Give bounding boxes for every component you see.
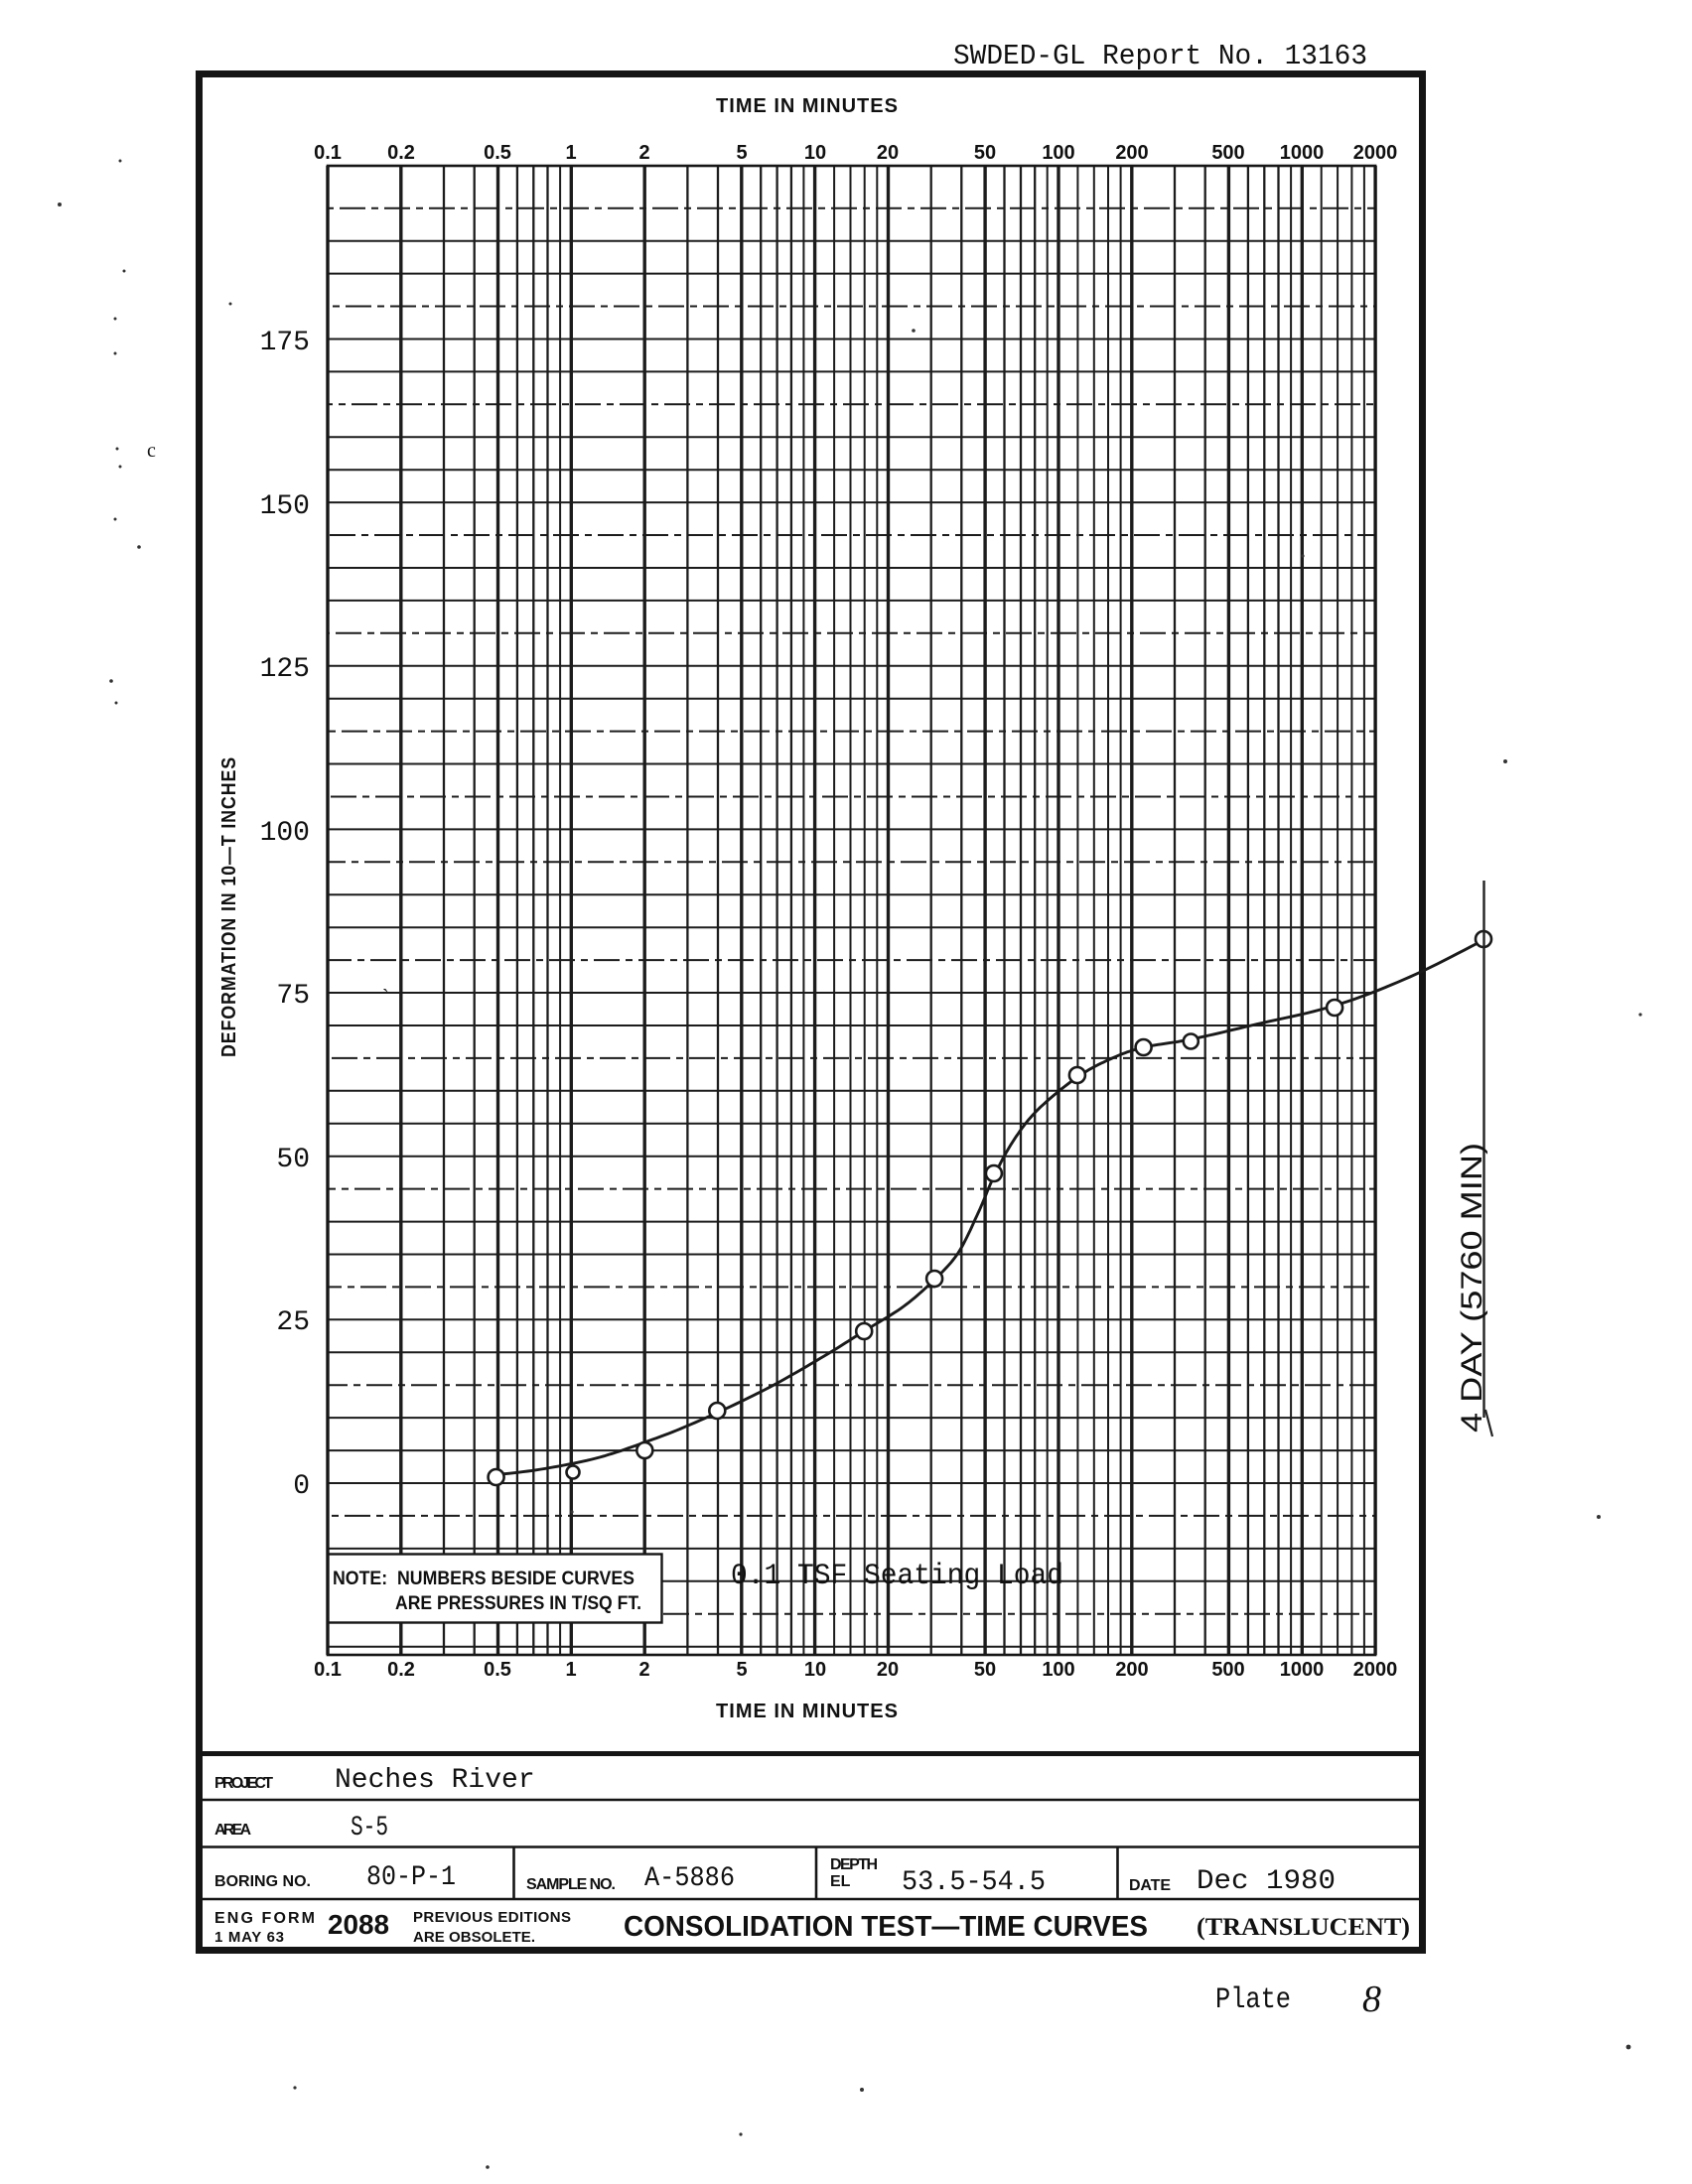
svg-text:Plate: Plate [1215, 1983, 1291, 2017]
svg-text:5: 5 [736, 1659, 747, 1681]
svg-text:DEFORMATION IN 10—T INCHES: DEFORMATION IN 10—T INCHES [218, 756, 240, 1057]
svg-text:2000: 2000 [1353, 142, 1398, 164]
svg-text:EL: EL [830, 1873, 851, 1890]
svg-text:0: 0 [293, 1471, 310, 1502]
svg-text:200: 200 [1115, 1659, 1148, 1681]
svg-text:1000: 1000 [1280, 142, 1325, 164]
svg-text:S-5: S-5 [351, 1813, 388, 1843]
svg-text:175: 175 [260, 328, 310, 358]
svg-text:1: 1 [565, 142, 576, 164]
svg-text:SWDED-GL Report No. 13163: SWDED-GL Report No. 13163 [953, 40, 1367, 72]
svg-text:0.2: 0.2 [387, 1659, 415, 1681]
svg-text:TIME IN MINUTES: TIME IN MINUTES [716, 95, 899, 117]
svg-text:5: 5 [736, 142, 747, 164]
svg-text:ARE OBSOLETE.: ARE OBSOLETE. [413, 1929, 535, 1946]
svg-text:Dec 1980: Dec 1980 [1197, 1866, 1336, 1897]
svg-text:ARE PRESSURES IN T/SQ FT.: ARE PRESSURES IN T/SQ FT. [395, 1593, 641, 1614]
svg-text:50: 50 [276, 1145, 310, 1175]
svg-text:10: 10 [804, 1659, 826, 1681]
svg-text:(TRANSLUCENT): (TRANSLUCENT) [1197, 1914, 1410, 1941]
svg-text:2000: 2000 [1353, 1659, 1398, 1681]
svg-text:1: 1 [565, 1659, 576, 1681]
svg-text:53.5-54.5: 53.5-54.5 [902, 1867, 1046, 1898]
svg-text:500: 500 [1211, 1659, 1244, 1681]
svg-text:NOTE: NUMBERS BESIDE CURVES: NOTE: NUMBERS BESIDE CURVES [333, 1569, 634, 1589]
svg-text:20: 20 [877, 1659, 899, 1681]
svg-text:100: 100 [260, 818, 310, 849]
svg-text:125: 125 [260, 654, 310, 685]
svg-text:DATE: DATE [1129, 1877, 1171, 1894]
svg-text:`: ` [382, 986, 389, 1008]
svg-text:50: 50 [974, 142, 996, 164]
svg-text:PROJECT: PROJECT [214, 1775, 273, 1792]
svg-text:BORING NO.: BORING NO. [214, 1873, 311, 1890]
svg-text:80-P-1: 80-P-1 [366, 1862, 456, 1893]
svg-text:100: 100 [1042, 1659, 1074, 1681]
svg-text:1000: 1000 [1280, 1659, 1325, 1681]
svg-text:AREA: AREA [214, 1822, 251, 1839]
svg-text:200: 200 [1115, 142, 1148, 164]
svg-text:PREVIOUS EDITIONS: PREVIOUS EDITIONS [413, 1909, 571, 1926]
svg-text:Neches River: Neches River [335, 1765, 535, 1796]
svg-text:0.2: 0.2 [387, 142, 415, 164]
svg-text:0.1: 0.1 [314, 1659, 342, 1681]
svg-text:100: 100 [1042, 142, 1074, 164]
svg-text:2088: 2088 [328, 1909, 389, 1940]
svg-text:10: 10 [804, 142, 826, 164]
svg-text:20: 20 [877, 142, 899, 164]
svg-text:0.5: 0.5 [484, 1659, 511, 1681]
svg-text:0.5: 0.5 [484, 142, 511, 164]
svg-text:A-5886: A-5886 [644, 1863, 735, 1894]
svg-text:SAMPLE NO.: SAMPLE NO. [526, 1876, 616, 1893]
svg-text:2: 2 [638, 142, 649, 164]
svg-text:c: c [147, 440, 156, 462]
svg-text:TIME IN MINUTES: TIME IN MINUTES [716, 1701, 899, 1722]
svg-text:25: 25 [276, 1307, 310, 1338]
svg-text:75: 75 [276, 981, 310, 1012]
svg-text:500: 500 [1211, 142, 1244, 164]
svg-text:CONSOLIDATION TEST—TIME CURVES: CONSOLIDATION TEST—TIME CURVES [624, 1911, 1148, 1943]
svg-text:8: 8 [1362, 1979, 1381, 2020]
svg-text:4 DAY (5760 MIN): 4 DAY (5760 MIN) [1456, 1143, 1488, 1433]
svg-text:50: 50 [974, 1659, 996, 1681]
svg-text:1 MAY 63: 1 MAY 63 [214, 1929, 284, 1946]
svg-text:2: 2 [638, 1659, 649, 1681]
svg-text:DEPTH: DEPTH [830, 1856, 878, 1873]
svg-text:0.1: 0.1 [314, 142, 342, 164]
svg-text:150: 150 [260, 491, 310, 522]
svg-text:0.1 TSF Seating Load: 0.1 TSF Seating Load [731, 1560, 1063, 1593]
